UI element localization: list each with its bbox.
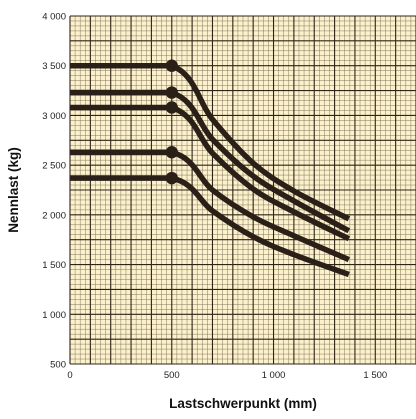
- load-curves: [70, 59, 351, 278]
- load-curve-line: [70, 62, 351, 222]
- load-curve-knee-point: [165, 86, 178, 99]
- y-tick-label: 3 500: [42, 61, 66, 72]
- y-tick-label: 1 000: [42, 310, 66, 321]
- y-axis-title: Nennlast (kg): [6, 147, 21, 233]
- load-curve-knee-point: [165, 171, 178, 185]
- x-tick-label: 1 000: [262, 370, 286, 381]
- y-tick-label: 2 000: [42, 210, 66, 221]
- x-axis-title: Lastschwerpunkt (mm): [169, 396, 317, 411]
- y-tick-label: 1 500: [42, 260, 66, 271]
- load-curve-line: [70, 89, 351, 234]
- x-tick-label: 0: [67, 370, 72, 381]
- load-curve-knee-point: [165, 146, 178, 159]
- x-tick-label: 1 500: [363, 370, 387, 381]
- load-curve-line: [70, 149, 350, 263]
- x-tick-label: 500: [164, 370, 180, 381]
- load-curve-knee-point: [165, 59, 178, 72]
- x-axis-ticks: 0 500 1 000 1 500: [67, 370, 387, 381]
- y-tick-label: 4 000: [42, 12, 66, 23]
- y-tick-label: 500: [50, 360, 66, 371]
- load-curve-line: [70, 104, 351, 242]
- load-curve-line: [70, 175, 350, 278]
- y-tick-label: 2 500: [42, 161, 66, 172]
- y-tick-label: 3 000: [42, 111, 66, 122]
- y-axis-ticks: 500 1 000 1 500 2 000 2 500 3 000 3 500 4 000: [42, 12, 66, 371]
- load-curve-knee-point: [165, 101, 178, 114]
